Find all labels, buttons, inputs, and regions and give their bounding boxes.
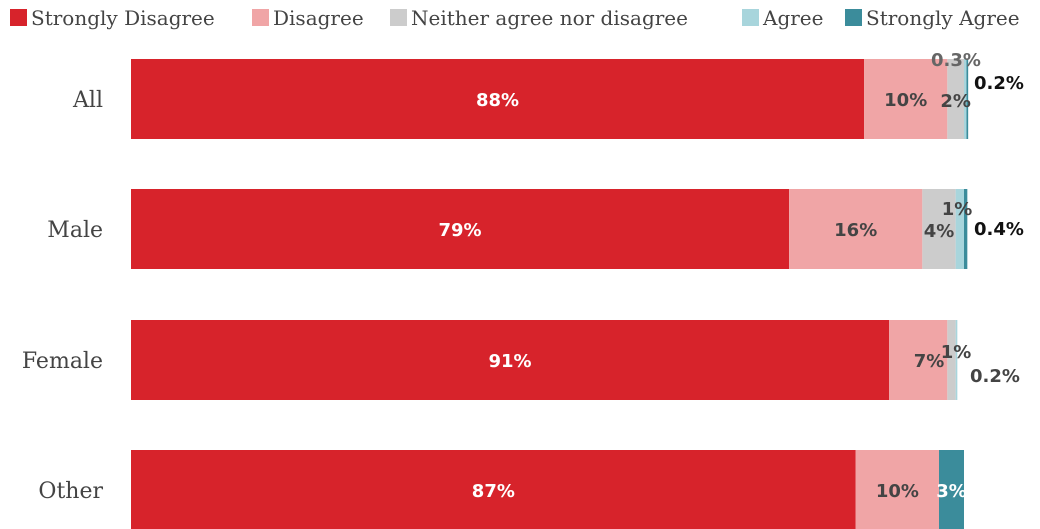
- bar-male-strongly-agree: [964, 189, 968, 269]
- bar-other-strongly-disagree: [131, 450, 856, 529]
- bar-all-agree: [964, 59, 967, 139]
- data-label-male-agree: 1%: [942, 199, 973, 220]
- bar-male-neither-agree-nor-disagree: [922, 189, 956, 269]
- data-label-all-strongly-agree: 0.2%: [974, 73, 1024, 94]
- data-label-male-strongly-agree: 0.4%: [974, 219, 1024, 240]
- legend-swatch-neither-agree-nor-disagree: [390, 9, 407, 26]
- legend-swatch-agree: [742, 9, 759, 26]
- data-label-female-agree: 0.2%: [970, 366, 1020, 387]
- bars: [131, 59, 969, 529]
- bar-all-strongly-agree: [966, 59, 969, 139]
- data-label-male-disagree: 16%: [834, 220, 877, 241]
- data-label-all-neither-agree-nor-disagree: 2%: [940, 91, 971, 112]
- data-labels: 88% 10% 2%0.3%0.2%79% 16% 4%1%0.4%91% 7%1%0.2…: [438, 50, 1023, 502]
- category-label-male: Male: [47, 218, 103, 243]
- bar-female-disagree: [889, 320, 948, 400]
- data-label-other-strongly-disagree: 87%: [472, 481, 515, 502]
- data-label-other-strongly-agree: 3%: [936, 481, 967, 502]
- data-label-all-disagree: 10%: [884, 90, 927, 111]
- category-labels: All Male Female Other: [22, 88, 104, 504]
- bar-all-disagree: [864, 59, 948, 139]
- data-label-all-strongly-disagree: 88%: [476, 90, 519, 111]
- category-label-female: Female: [22, 349, 103, 374]
- bar-other-disagree: [855, 450, 940, 529]
- data-label-female-strongly-disagree: 91%: [488, 351, 531, 372]
- legend: Strongly Disagree Disagree Neither agree n…: [10, 6, 1020, 30]
- data-label-all-agree: 0.3%: [931, 50, 981, 71]
- bar-female-agree: [955, 320, 958, 400]
- bar-male-strongly-disagree: [131, 189, 790, 269]
- legend-label-neither-agree-nor-disagree: Neither agree nor disagree: [411, 6, 688, 30]
- legend-label-agree: Agree: [762, 6, 823, 30]
- data-label-female-neither-agree-nor-disagree: 1%: [941, 342, 972, 363]
- bar-female-strongly-disagree: [131, 320, 890, 400]
- category-label-all: All: [72, 88, 103, 113]
- legend-label-disagree: Disagree: [273, 6, 364, 30]
- legend-swatch-disagree: [252, 9, 269, 26]
- data-label-male-strongly-disagree: 79%: [438, 220, 481, 241]
- data-label-male-neither-agree-nor-disagree: 4%: [924, 221, 955, 242]
- data-label-female-disagree: 7%: [914, 351, 945, 372]
- legend-swatch-strongly-disagree: [10, 9, 27, 26]
- category-label-other: Other: [38, 479, 103, 504]
- bar-male-agree: [955, 189, 964, 269]
- data-label-other-disagree: 10%: [876, 481, 919, 502]
- bar-other-strongly-agree: [939, 450, 964, 529]
- bar-all-neither-agree-nor-disagree: [947, 59, 964, 139]
- bar-all-strongly-disagree: [131, 59, 865, 139]
- bar-female-neither-agree-nor-disagree: [947, 320, 956, 400]
- legend-label-strongly-disagree: Strongly Disagree: [31, 6, 215, 30]
- legend-swatch-strongly-agree: [845, 9, 862, 26]
- bar-male-disagree: [789, 189, 923, 269]
- legend-label-strongly-agree: Strongly Agree: [866, 6, 1020, 30]
